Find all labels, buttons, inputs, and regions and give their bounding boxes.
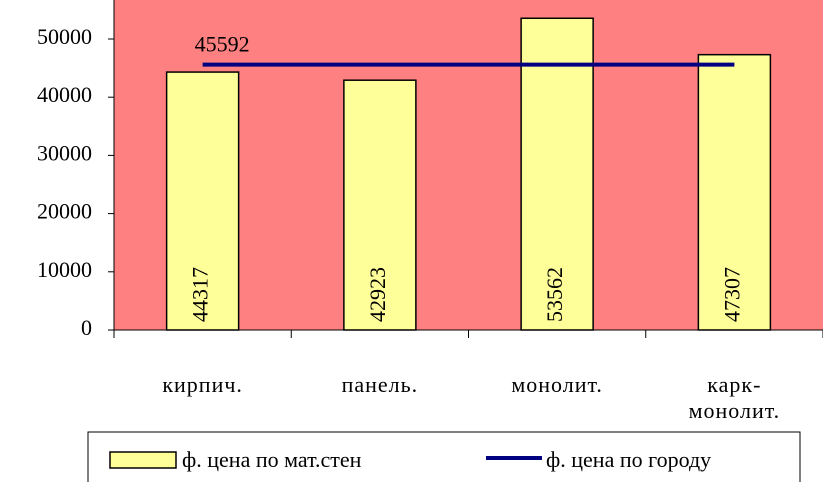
bar-value-label: 42923 xyxy=(365,267,390,322)
x-tick-label: монолит. xyxy=(511,372,603,397)
y-tick-label: 10000 xyxy=(37,257,92,282)
y-tick-label: 50000 xyxy=(37,24,92,49)
legend-swatch xyxy=(109,451,177,469)
y-tick-label: 20000 xyxy=(37,199,92,224)
x-tick-label: карк-монолит. xyxy=(688,372,781,423)
bar-value-label: 44317 xyxy=(188,267,213,322)
x-tick-label: кирпич. xyxy=(162,372,243,397)
x-tick-label: панель. xyxy=(341,372,419,397)
bar-value-label: 53562 xyxy=(542,267,567,322)
line-value-label: 45592 xyxy=(195,32,250,57)
bar xyxy=(343,79,417,331)
legend-label: ф. цена по мат.стен xyxy=(182,447,362,472)
bar-value-label: 47307 xyxy=(719,267,744,322)
y-tick-label: 40000 xyxy=(37,82,92,107)
bar xyxy=(165,71,240,331)
bar xyxy=(697,53,772,331)
y-tick-label: 0 xyxy=(81,315,92,340)
bar xyxy=(520,17,594,331)
legend-box xyxy=(87,431,801,482)
y-tick-label: 30000 xyxy=(37,140,92,165)
legend-label: ф. цена по городу xyxy=(546,447,711,472)
